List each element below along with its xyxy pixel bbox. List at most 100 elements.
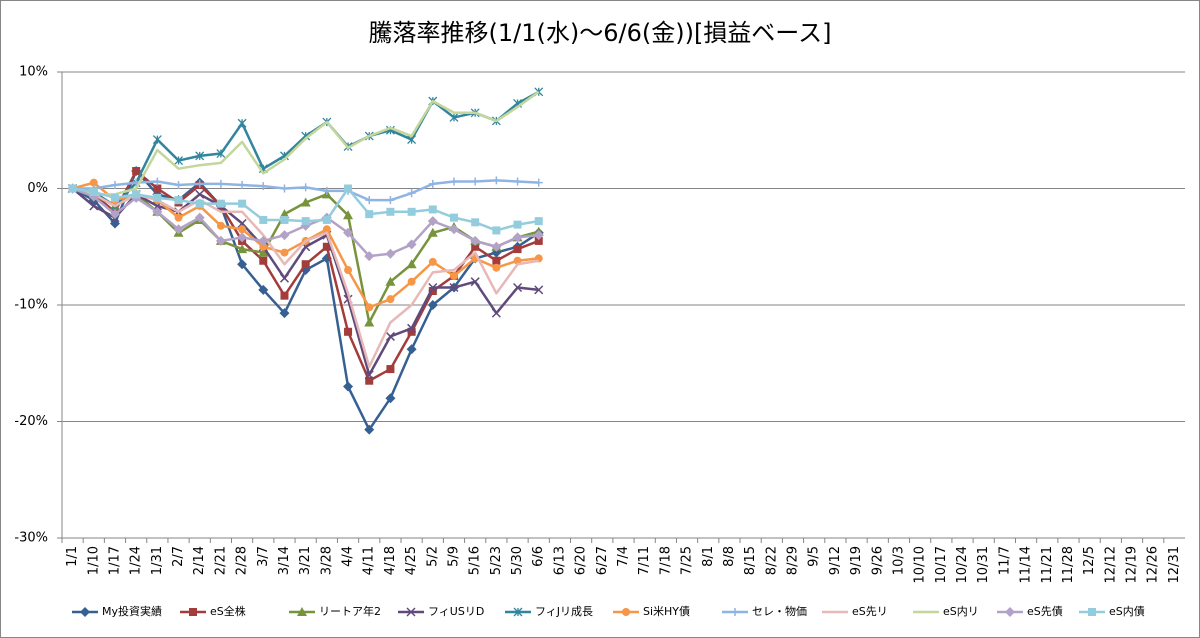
x-tick-label: 12/31 (1167, 546, 1182, 583)
x-tick-label: 8/29 (786, 546, 801, 575)
marker (322, 225, 331, 234)
marker (279, 273, 290, 283)
marker (300, 197, 311, 207)
marker (195, 179, 204, 188)
x-tick-label: 5/9 (446, 546, 461, 567)
marker (491, 241, 502, 252)
x-tick-label: 3/21 (298, 546, 313, 575)
marker (301, 183, 310, 192)
marker (364, 370, 374, 380)
marker (89, 201, 99, 211)
x-tick-label: 2/28 (235, 546, 250, 575)
marker (449, 282, 459, 293)
marker (132, 190, 141, 199)
x-tick-label: 1/1 (65, 546, 80, 567)
marker (259, 182, 268, 191)
marker (216, 199, 225, 208)
marker (534, 236, 543, 245)
x-tick-label: 12/19 (1125, 546, 1140, 583)
y-tick-label: 0% (27, 181, 48, 196)
x-tick-label: 9/12 (828, 546, 843, 575)
legend-label: eS先リ (852, 605, 888, 618)
y-tick-label: -20% (14, 414, 48, 429)
marker (534, 178, 543, 187)
marker (297, 607, 307, 616)
marker (237, 218, 247, 228)
marker (364, 251, 375, 262)
legend-label: セレ・物価 (752, 604, 807, 618)
legend-item: Si米HY債 (613, 604, 690, 618)
marker (427, 216, 438, 227)
marker (406, 607, 416, 617)
marker (216, 179, 225, 188)
marker (406, 259, 417, 269)
x-tick-label: 4/25 (404, 546, 419, 575)
marker (174, 196, 183, 205)
x-tick-label: 11/28 (1061, 546, 1076, 583)
marker (237, 244, 248, 254)
x-tick-label: 10/10 (913, 546, 928, 583)
marker (428, 282, 438, 293)
x-tick-label: 12/12 (1103, 546, 1118, 583)
marker (406, 239, 417, 250)
series-line (72, 90, 540, 196)
x-tick-label: 5/2 (425, 546, 440, 567)
marker (386, 196, 395, 205)
marker (80, 607, 90, 617)
marker (195, 199, 204, 208)
y-tick-label: 10% (19, 65, 48, 80)
legend-item: eS全株 (180, 604, 246, 618)
y-tick-label: -10% (14, 298, 48, 313)
x-tick-label: 12/5 (1082, 546, 1097, 575)
marker (68, 184, 77, 193)
legend-label: eS内債 (1109, 604, 1145, 618)
x-tick-label: 1/17 (107, 546, 122, 575)
x-tick-label: 8/1 (701, 546, 716, 567)
marker (512, 232, 523, 243)
marker (258, 235, 269, 246)
marker (152, 206, 163, 217)
marker (258, 247, 269, 257)
marker (449, 112, 459, 122)
marker (428, 205, 437, 214)
marker (174, 213, 183, 222)
marker (238, 199, 247, 208)
marker (344, 266, 353, 275)
marker (109, 209, 120, 220)
x-tick-label: 5/16 (468, 546, 483, 575)
x-tick-label: 5/23 (489, 546, 504, 575)
x-tick-label: 1/24 (129, 546, 144, 575)
marker (427, 227, 438, 237)
legend-label: My投資実績 (102, 604, 162, 618)
x-tick-label: 6/20 (574, 546, 589, 575)
marker (89, 178, 98, 187)
x-tick-label: 3/7 (256, 546, 271, 567)
marker (407, 189, 416, 198)
marker (258, 284, 269, 295)
marker (385, 248, 396, 259)
x-tick-label: 7/4 (616, 546, 631, 567)
marker (513, 607, 523, 617)
marker (237, 259, 248, 270)
marker (174, 156, 183, 165)
legend-item: eS先リ (822, 605, 888, 618)
marker (449, 177, 458, 186)
x-tick-label: 9/26 (870, 546, 885, 575)
legend-item: eS先債 (997, 604, 1063, 618)
marker (492, 263, 501, 272)
x-tick-label: 3/14 (277, 546, 292, 575)
marker (386, 295, 395, 304)
marker (194, 212, 205, 223)
x-tick-label: 12/26 (1146, 546, 1161, 583)
x-tick-label: 2/21 (213, 546, 228, 575)
marker (110, 193, 119, 202)
x-tick-label: 6/13 (552, 546, 567, 575)
marker (407, 323, 417, 333)
x-tick-label: 3/28 (319, 546, 334, 575)
marker (343, 210, 354, 220)
marker (513, 220, 522, 229)
marker (533, 230, 544, 241)
series-markers (68, 184, 543, 235)
marker (365, 376, 374, 385)
